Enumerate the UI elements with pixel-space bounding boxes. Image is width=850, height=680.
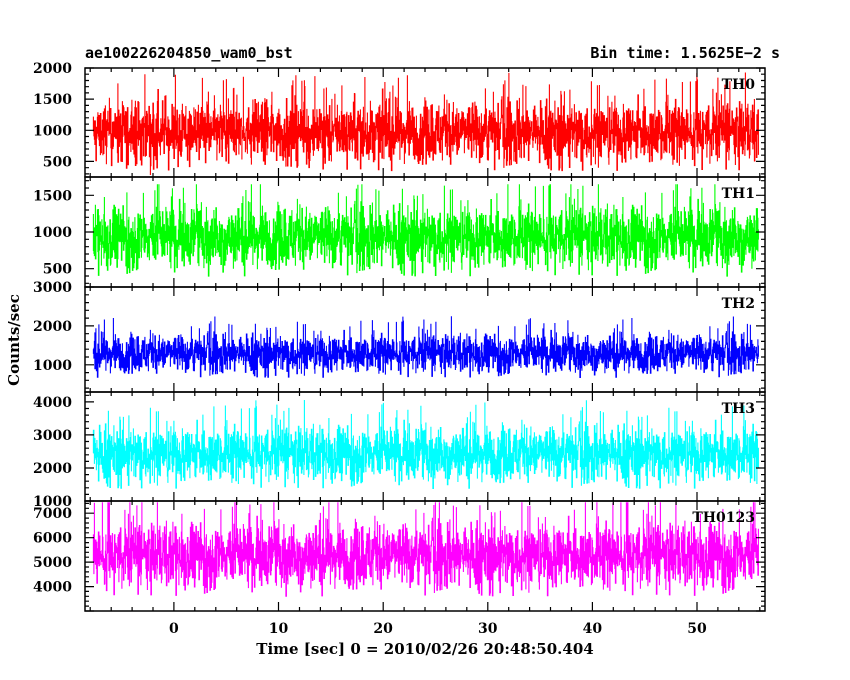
y-tick-label: 1000 bbox=[33, 225, 72, 241]
y-tick-label: 3000 bbox=[33, 280, 72, 296]
x-tick-label: 10 bbox=[269, 621, 289, 637]
series-th0123 bbox=[92, 502, 759, 597]
y-ticks-th0 bbox=[85, 67, 765, 175]
x-ticks-th2 bbox=[89, 287, 761, 392]
x-ticks-th1 bbox=[89, 177, 761, 287]
series-th0 bbox=[92, 72, 759, 175]
series-th1 bbox=[92, 184, 759, 277]
y-tick-label: 4000 bbox=[33, 395, 72, 411]
x-tick-label: 50 bbox=[687, 621, 707, 637]
panel-label-th0: TH0 bbox=[722, 77, 756, 93]
panel-label-th3: TH3 bbox=[722, 401, 755, 417]
series-th2 bbox=[92, 316, 759, 378]
panel-label-th1: TH1 bbox=[722, 186, 755, 202]
x-tick-label: 0 bbox=[169, 621, 179, 637]
y-tick-label: 3000 bbox=[33, 428, 72, 444]
x-ticks-th3 bbox=[89, 392, 761, 501]
bin-time-label: Bin time: 1.5625E−2 s bbox=[590, 44, 780, 62]
y-ticks-th1 bbox=[85, 180, 765, 284]
y-ticks-th2 bbox=[85, 286, 765, 389]
x-tick-label: 20 bbox=[373, 621, 393, 637]
x-tick-label: 30 bbox=[478, 621, 498, 637]
y-tick-label: 5000 bbox=[33, 555, 72, 571]
x-ticks-th0123 bbox=[89, 501, 761, 611]
y-tick-label: 1500 bbox=[33, 92, 72, 108]
x-axis-label: Time [sec] 0 = 2010/02/26 20:48:50.404 bbox=[256, 640, 594, 658]
series-th3 bbox=[92, 400, 759, 489]
y-tick-label: 1000 bbox=[33, 123, 72, 139]
y-tick-label: 4000 bbox=[33, 580, 72, 596]
y-tick-label: 1500 bbox=[33, 188, 72, 204]
y-tick-label: 6000 bbox=[33, 531, 72, 547]
y-tick-label: 500 bbox=[43, 154, 72, 170]
panel-label-th0123: TH0123 bbox=[692, 510, 755, 526]
panel-label-th2: TH2 bbox=[722, 296, 755, 312]
x-tick-label: 40 bbox=[583, 621, 603, 637]
y-axis-label: Counts/sec bbox=[5, 294, 23, 386]
y-tick-label: 1000 bbox=[33, 494, 72, 510]
y-tick-label: 2000 bbox=[33, 61, 72, 77]
y-tick-label: 500 bbox=[43, 262, 72, 278]
y-ticks-th0123 bbox=[85, 502, 765, 612]
y-tick-label: 7000 bbox=[33, 506, 72, 522]
chart-title: ae100226204850_wam0_bst bbox=[85, 44, 293, 62]
y-tick-label: 1000 bbox=[33, 358, 72, 374]
y-tick-label: 2000 bbox=[33, 319, 72, 335]
x-ticks-th0 bbox=[89, 68, 761, 177]
y-tick-label: 2000 bbox=[33, 461, 72, 477]
